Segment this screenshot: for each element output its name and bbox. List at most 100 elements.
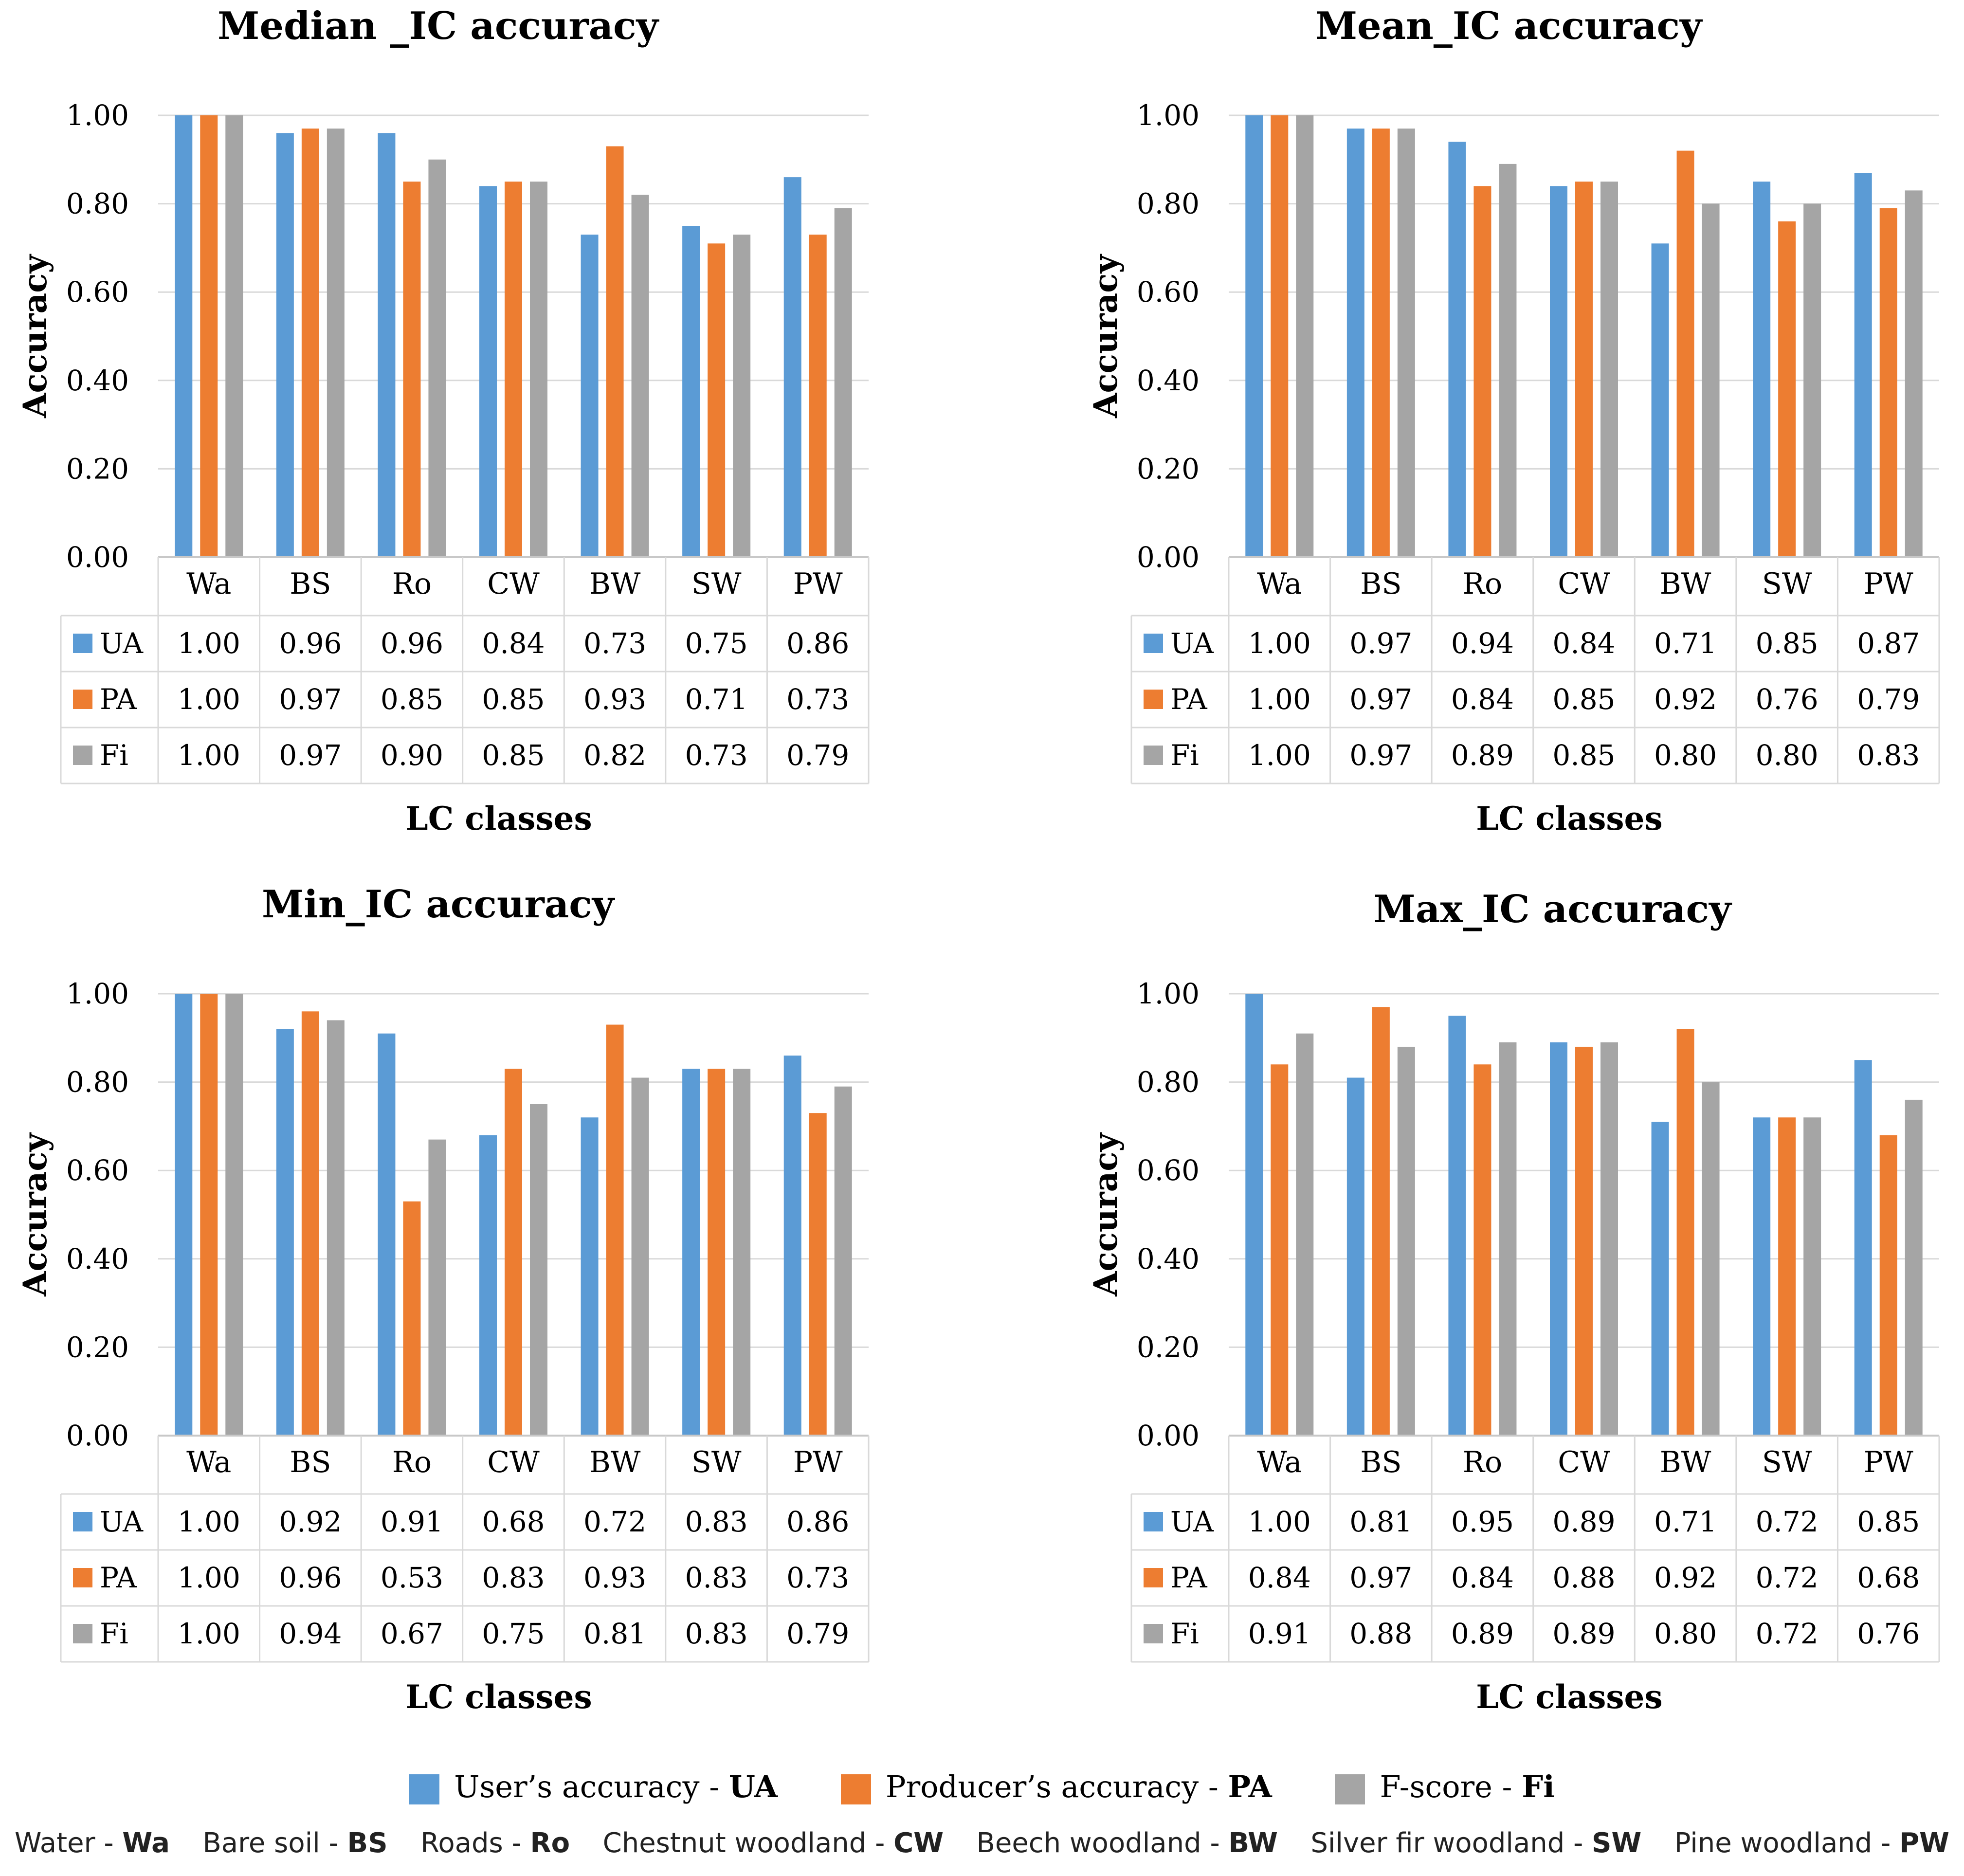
data-value-label: 0.73 (685, 739, 748, 772)
data-value-label: 0.87 (1857, 627, 1920, 660)
bar-fi-wa (225, 994, 243, 1436)
bar-ua-bw (581, 235, 599, 557)
chart-title: Min_IC accuracy (262, 882, 616, 927)
bar-pa-pw (809, 1113, 827, 1436)
legend-text-pa: Producer’s accuracy - (885, 1769, 1228, 1805)
bar-ua-bw (1651, 243, 1669, 557)
data-value-label: 0.85 (1552, 683, 1615, 716)
y-axis-label: Accuracy (1087, 1132, 1125, 1297)
table-legend-key-pa (73, 690, 92, 709)
x-tick-label: BS (1360, 1445, 1401, 1479)
table-legend-key-ua (73, 1512, 92, 1531)
bar-ua-wa (1245, 115, 1263, 557)
abbr-name: Chestnut woodland - (602, 1827, 894, 1859)
data-value-label: 0.92 (1654, 683, 1717, 716)
data-value-label: 0.84 (1451, 683, 1514, 716)
bar-fi-cw (1600, 182, 1618, 557)
y-tick-label: 0.40 (66, 364, 129, 397)
data-value-label: 1.00 (178, 627, 240, 660)
bar-fi-pw (1905, 1099, 1923, 1436)
data-value-label: 0.97 (1349, 627, 1412, 660)
abbr-name: Roads - (420, 1827, 530, 1859)
data-value-label: 1.00 (1248, 739, 1311, 772)
bar-pa-pw (1879, 208, 1897, 557)
data-value-label: 0.85 (1552, 739, 1615, 772)
data-value-label: 0.72 (1756, 1561, 1819, 1594)
y-axis-label: Accuracy (1087, 254, 1125, 419)
bar-ua-pw (1854, 1060, 1872, 1436)
data-value-label: 0.72 (583, 1505, 646, 1538)
y-tick-label: 1.00 (66, 99, 129, 132)
bar-fi-sw (733, 235, 751, 557)
bar-ua-wa (1245, 994, 1263, 1436)
data-value-label: 0.97 (279, 739, 342, 772)
bar-fi-ro (428, 159, 446, 557)
legend-abbr-ua: UA (728, 1769, 778, 1805)
data-value-label: 0.83 (685, 1561, 748, 1594)
legend-item-ua: User’s accuracy - UA (409, 1769, 778, 1804)
bar-fi-wa (225, 115, 243, 557)
bar-pa-bw (606, 1024, 624, 1436)
x-axis-label: LC classes (405, 1678, 592, 1716)
x-tick-label: BS (290, 567, 331, 601)
y-tick-label: 0.20 (66, 452, 129, 485)
table-legend-key-ua (1144, 1512, 1163, 1531)
data-value-label: 1.00 (1248, 1505, 1311, 1538)
data-value-label: 0.81 (583, 1617, 646, 1650)
data-value-label: 0.75 (482, 1617, 545, 1650)
abbr-name: Beech woodland - (976, 1827, 1229, 1859)
bar-ua-sw (682, 226, 700, 557)
data-value-label: 0.85 (381, 683, 443, 716)
abbr-name: Water - (15, 1827, 123, 1859)
x-tick-label: PW (793, 567, 843, 601)
data-value-label: 0.97 (279, 683, 342, 716)
chart-panel-3: Min_IC accuracy 0.00 0.20 0.40 0.60 0.80 1.00 A… (16, 882, 870, 1716)
data-value-label: 0.97 (1349, 1561, 1412, 1594)
table-legend-key-pa (1144, 1568, 1163, 1587)
table-series-label: Fi (1170, 739, 1199, 772)
data-value-label: 0.84 (1451, 1561, 1514, 1594)
x-tick-label: PW (1864, 1445, 1913, 1479)
bar-fi-pw (1905, 190, 1923, 557)
bar-fi-bw (631, 1077, 649, 1436)
data-value-label: 0.79 (1857, 683, 1920, 716)
table-legend-key-fi (1144, 746, 1163, 765)
bar-pa-wa (200, 115, 218, 557)
bar-pa-ro (1473, 186, 1491, 557)
data-value-label: 0.92 (279, 1505, 342, 1538)
data-value-label: 0.72 (1756, 1505, 1819, 1538)
data-value-label: 0.83 (482, 1561, 545, 1594)
data-value-label: 0.88 (1552, 1561, 1615, 1594)
data-value-label: 0.97 (1349, 739, 1412, 772)
y-tick-label: 0.00 (1137, 541, 1200, 574)
bar-fi-bs (1397, 128, 1415, 557)
bar-fi-ro (1499, 164, 1517, 557)
data-value-label: 0.96 (279, 627, 342, 660)
bar-fi-cw (530, 1104, 547, 1436)
data-value-label: 0.85 (482, 739, 545, 772)
y-tick-label: 1.00 (66, 977, 129, 1010)
data-value-label: 0.73 (786, 683, 849, 716)
data-value-label: 1.00 (178, 1617, 240, 1650)
class-abbreviation-legend: Water - Wa Bare soil - BS Roads - Ro Che… (15, 1827, 1949, 1859)
x-tick-label: BS (1360, 567, 1401, 601)
abbr-item-roads: Roads - Ro (420, 1827, 570, 1859)
x-tick-label: PW (1864, 567, 1913, 601)
y-tick-label: 0.00 (66, 541, 129, 574)
chart-title: Mean_IC accuracy (1315, 4, 1703, 48)
table-series-label: UA (100, 627, 144, 660)
data-value-label: 0.68 (1857, 1561, 1920, 1594)
x-tick-label: SW (691, 567, 742, 601)
table-legend-key-fi (73, 746, 92, 765)
data-value-label: 0.94 (1451, 627, 1514, 660)
data-value-label: 0.88 (1349, 1617, 1412, 1650)
bar-ua-pw (1854, 173, 1872, 557)
abbr-item-beech: Beech woodland - BW (976, 1827, 1277, 1859)
bar-pa-bw (1676, 150, 1694, 557)
data-value-label: 0.72 (1756, 1617, 1819, 1650)
table-series-label: PA (100, 1561, 137, 1594)
x-tick-label: BW (1660, 567, 1711, 601)
table-legend-key-fi (73, 1624, 92, 1643)
bar-ua-ro (1448, 1016, 1466, 1436)
legend-abbr-fi: Fi (1522, 1769, 1555, 1805)
